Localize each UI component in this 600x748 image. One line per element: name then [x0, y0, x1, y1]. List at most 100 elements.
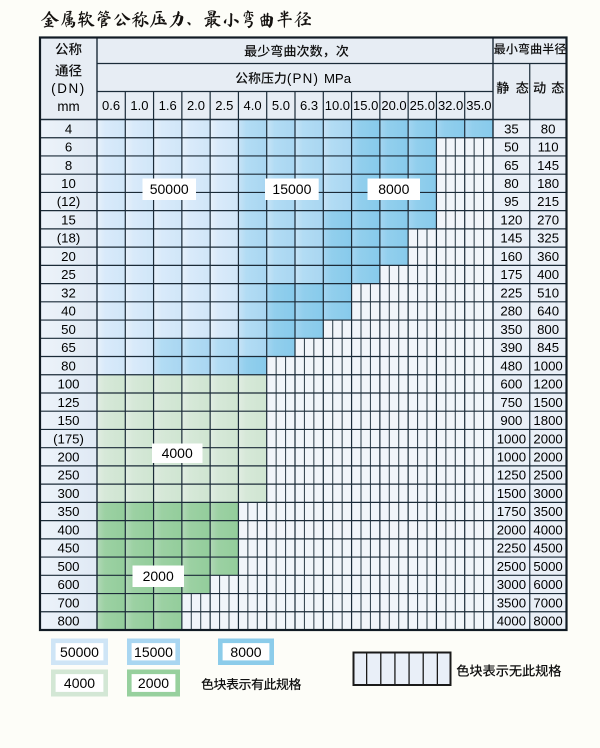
- svg-text:400: 400: [537, 267, 559, 282]
- svg-text:25.0: 25.0: [410, 98, 435, 113]
- svg-text:120: 120: [500, 213, 522, 228]
- svg-text:2000: 2000: [143, 568, 174, 584]
- svg-text:4000: 4000: [64, 675, 95, 691]
- svg-text:6.3: 6.3: [300, 98, 318, 113]
- svg-text:3000: 3000: [533, 486, 562, 501]
- svg-text:1250: 1250: [497, 468, 526, 483]
- svg-text:900: 900: [500, 413, 522, 428]
- svg-text:640: 640: [537, 304, 559, 319]
- svg-text:MPa: MPa: [324, 71, 352, 86]
- svg-text:15000: 15000: [272, 181, 311, 197]
- svg-text:4000: 4000: [533, 522, 562, 537]
- svg-text:4: 4: [65, 121, 72, 136]
- svg-text:8000: 8000: [230, 644, 261, 660]
- svg-text:110: 110: [538, 140, 559, 155]
- svg-text:350: 350: [57, 504, 79, 519]
- svg-text:4000: 4000: [497, 614, 526, 629]
- svg-text:2000: 2000: [497, 522, 526, 537]
- svg-text:80: 80: [541, 121, 556, 136]
- svg-text:80: 80: [61, 358, 76, 373]
- svg-text:6: 6: [65, 140, 72, 155]
- svg-text:100: 100: [57, 377, 79, 392]
- svg-text:15000: 15000: [134, 644, 173, 660]
- svg-text:(DN): (DN): [51, 81, 86, 96]
- svg-text:50: 50: [504, 140, 519, 155]
- svg-text:1000: 1000: [497, 431, 526, 446]
- svg-text:4500: 4500: [533, 541, 562, 556]
- svg-text:50: 50: [61, 322, 76, 337]
- svg-text:300: 300: [57, 486, 79, 501]
- svg-text:15: 15: [61, 213, 76, 228]
- svg-text:3500: 3500: [533, 504, 562, 519]
- svg-text:250: 250: [57, 468, 79, 483]
- svg-text:35.0: 35.0: [466, 98, 491, 113]
- svg-text:95: 95: [504, 194, 519, 209]
- svg-text:(18): (18): [57, 231, 80, 246]
- svg-text:390: 390: [500, 340, 522, 355]
- svg-text:800: 800: [537, 322, 559, 337]
- svg-text:1500: 1500: [533, 395, 562, 410]
- svg-text:40: 40: [61, 304, 76, 319]
- svg-text:1750: 1750: [497, 504, 526, 519]
- svg-text:65: 65: [504, 158, 519, 173]
- svg-text:5.0: 5.0: [272, 98, 290, 113]
- svg-text:20: 20: [61, 249, 76, 264]
- svg-text:3500: 3500: [497, 595, 526, 610]
- svg-text:(175): (175): [53, 431, 84, 446]
- svg-text:1.6: 1.6: [159, 98, 177, 113]
- svg-text:15.0: 15.0: [353, 98, 378, 113]
- svg-text:10.0: 10.0: [325, 98, 350, 113]
- svg-text:3000: 3000: [497, 577, 526, 592]
- svg-text:32: 32: [61, 285, 76, 300]
- svg-text:180: 180: [537, 176, 559, 191]
- svg-text:(PN): (PN): [287, 71, 319, 86]
- svg-text:450: 450: [57, 541, 79, 556]
- svg-text:125: 125: [57, 395, 79, 410]
- svg-text:225: 225: [500, 285, 522, 300]
- svg-text:325: 325: [537, 231, 559, 246]
- svg-text:270: 270: [537, 213, 559, 228]
- svg-text:480: 480: [500, 358, 522, 373]
- svg-text:1200: 1200: [533, 377, 562, 392]
- svg-text:500: 500: [57, 559, 79, 574]
- svg-text:280: 280: [500, 304, 522, 319]
- svg-text:8000: 8000: [378, 181, 409, 197]
- svg-text:(12): (12): [57, 194, 80, 209]
- svg-text:6000: 6000: [533, 577, 562, 592]
- svg-text:1500: 1500: [497, 486, 526, 501]
- svg-text:20.0: 20.0: [381, 98, 406, 113]
- svg-text:1000: 1000: [497, 450, 526, 465]
- svg-text:700: 700: [57, 595, 79, 610]
- svg-text:215: 215: [537, 194, 559, 209]
- svg-text:4.0: 4.0: [244, 98, 262, 113]
- svg-text:8000: 8000: [533, 614, 562, 629]
- svg-text:2250: 2250: [497, 541, 526, 556]
- svg-text:1800: 1800: [533, 413, 562, 428]
- svg-text:25: 25: [61, 267, 76, 282]
- svg-text:mm: mm: [57, 99, 79, 114]
- svg-text:35: 35: [504, 121, 519, 136]
- svg-text:7000: 7000: [533, 595, 562, 610]
- svg-text:4000: 4000: [162, 445, 193, 461]
- svg-text:8: 8: [65, 158, 72, 173]
- svg-text:50000: 50000: [60, 644, 99, 660]
- svg-text:845: 845: [537, 340, 559, 355]
- svg-text:65: 65: [61, 340, 76, 355]
- svg-text:350: 350: [500, 322, 522, 337]
- svg-text:150: 150: [57, 413, 79, 428]
- svg-text:145: 145: [537, 158, 559, 173]
- svg-text:2.5: 2.5: [215, 98, 233, 113]
- svg-text:200: 200: [57, 450, 79, 465]
- svg-text:1000: 1000: [533, 358, 562, 373]
- svg-text:2500: 2500: [497, 559, 526, 574]
- svg-text:1.0: 1.0: [130, 98, 148, 113]
- svg-text:400: 400: [57, 522, 79, 537]
- svg-text:510: 510: [537, 285, 559, 300]
- svg-text:2500: 2500: [533, 468, 562, 483]
- svg-text:5000: 5000: [533, 559, 562, 574]
- svg-text:2000: 2000: [138, 675, 169, 691]
- svg-text:145: 145: [500, 231, 522, 246]
- svg-text:175: 175: [500, 267, 522, 282]
- svg-text:80: 80: [504, 176, 519, 191]
- svg-text:600: 600: [500, 377, 522, 392]
